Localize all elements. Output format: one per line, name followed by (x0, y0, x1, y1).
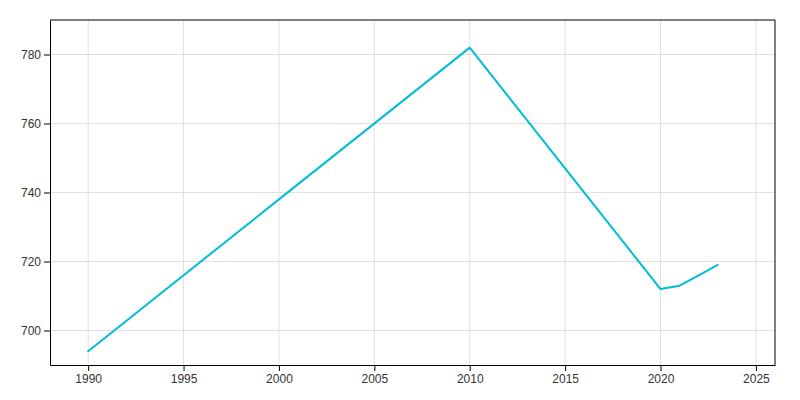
grid-line (50, 192, 775, 193)
tick-mark (44, 262, 50, 263)
grid-line (50, 123, 775, 124)
tick-label: 1995 (171, 372, 198, 386)
tick: 2005 (361, 365, 388, 386)
tick-mark (470, 365, 471, 371)
tick-label: 2015 (552, 372, 579, 386)
tick-label: 2010 (457, 372, 484, 386)
tick: 760 (21, 117, 50, 131)
tick-mark (661, 365, 662, 371)
tick: 2020 (648, 365, 675, 386)
grid-line (50, 261, 775, 262)
tick-mark (44, 124, 50, 125)
line (88, 48, 718, 352)
tick: 2025 (743, 365, 770, 386)
tick-mark (184, 365, 185, 371)
tick-label: 2000 (266, 372, 293, 386)
tick-mark (44, 55, 50, 56)
tick: 1990 (75, 365, 102, 386)
tick: 740 (21, 186, 50, 200)
tick: 780 (21, 48, 50, 62)
tick: 1995 (171, 365, 198, 386)
tick-mark (374, 365, 375, 371)
tick: 700 (21, 324, 50, 338)
tick-label: 760 (21, 117, 41, 131)
tick-mark (756, 365, 757, 371)
tick-label: 700 (21, 324, 41, 338)
plot: 1990 1995 2000 2005 2010 2015 2020 2025 700 720 74… (21, 20, 776, 386)
tick-mark (44, 193, 50, 194)
frame (50, 20, 775, 21)
tick-label: 740 (21, 186, 41, 200)
frame (775, 20, 776, 365)
tick: 2000 (266, 365, 293, 386)
chart: 1990 1995 2000 2005 2010 2015 2020 2025 700 720 74… (0, 0, 800, 400)
tick: 720 (21, 255, 50, 269)
tick-mark (565, 365, 566, 371)
tick-label: 720 (21, 255, 41, 269)
tick-mark (279, 365, 280, 371)
tick-label: 2005 (361, 372, 388, 386)
tick-mark (88, 365, 89, 371)
grid-line (50, 330, 775, 331)
tick: 2015 (552, 365, 579, 386)
tick: 2010 (457, 365, 484, 386)
tick-label: 1990 (75, 372, 102, 386)
tick-label: 2020 (648, 372, 675, 386)
axis-line (51, 365, 776, 366)
grid (50, 20, 775, 365)
marks (88, 48, 718, 352)
x-axis: 1990 1995 2000 2005 2010 2015 2020 2025 (51, 365, 776, 386)
axis-line (50, 21, 51, 366)
tick-mark (44, 331, 50, 332)
tick-label: 2025 (743, 372, 770, 386)
tick-label: 780 (21, 48, 41, 62)
grid-line (50, 54, 775, 55)
y-axis: 700 720 740 760 780 (21, 21, 51, 366)
